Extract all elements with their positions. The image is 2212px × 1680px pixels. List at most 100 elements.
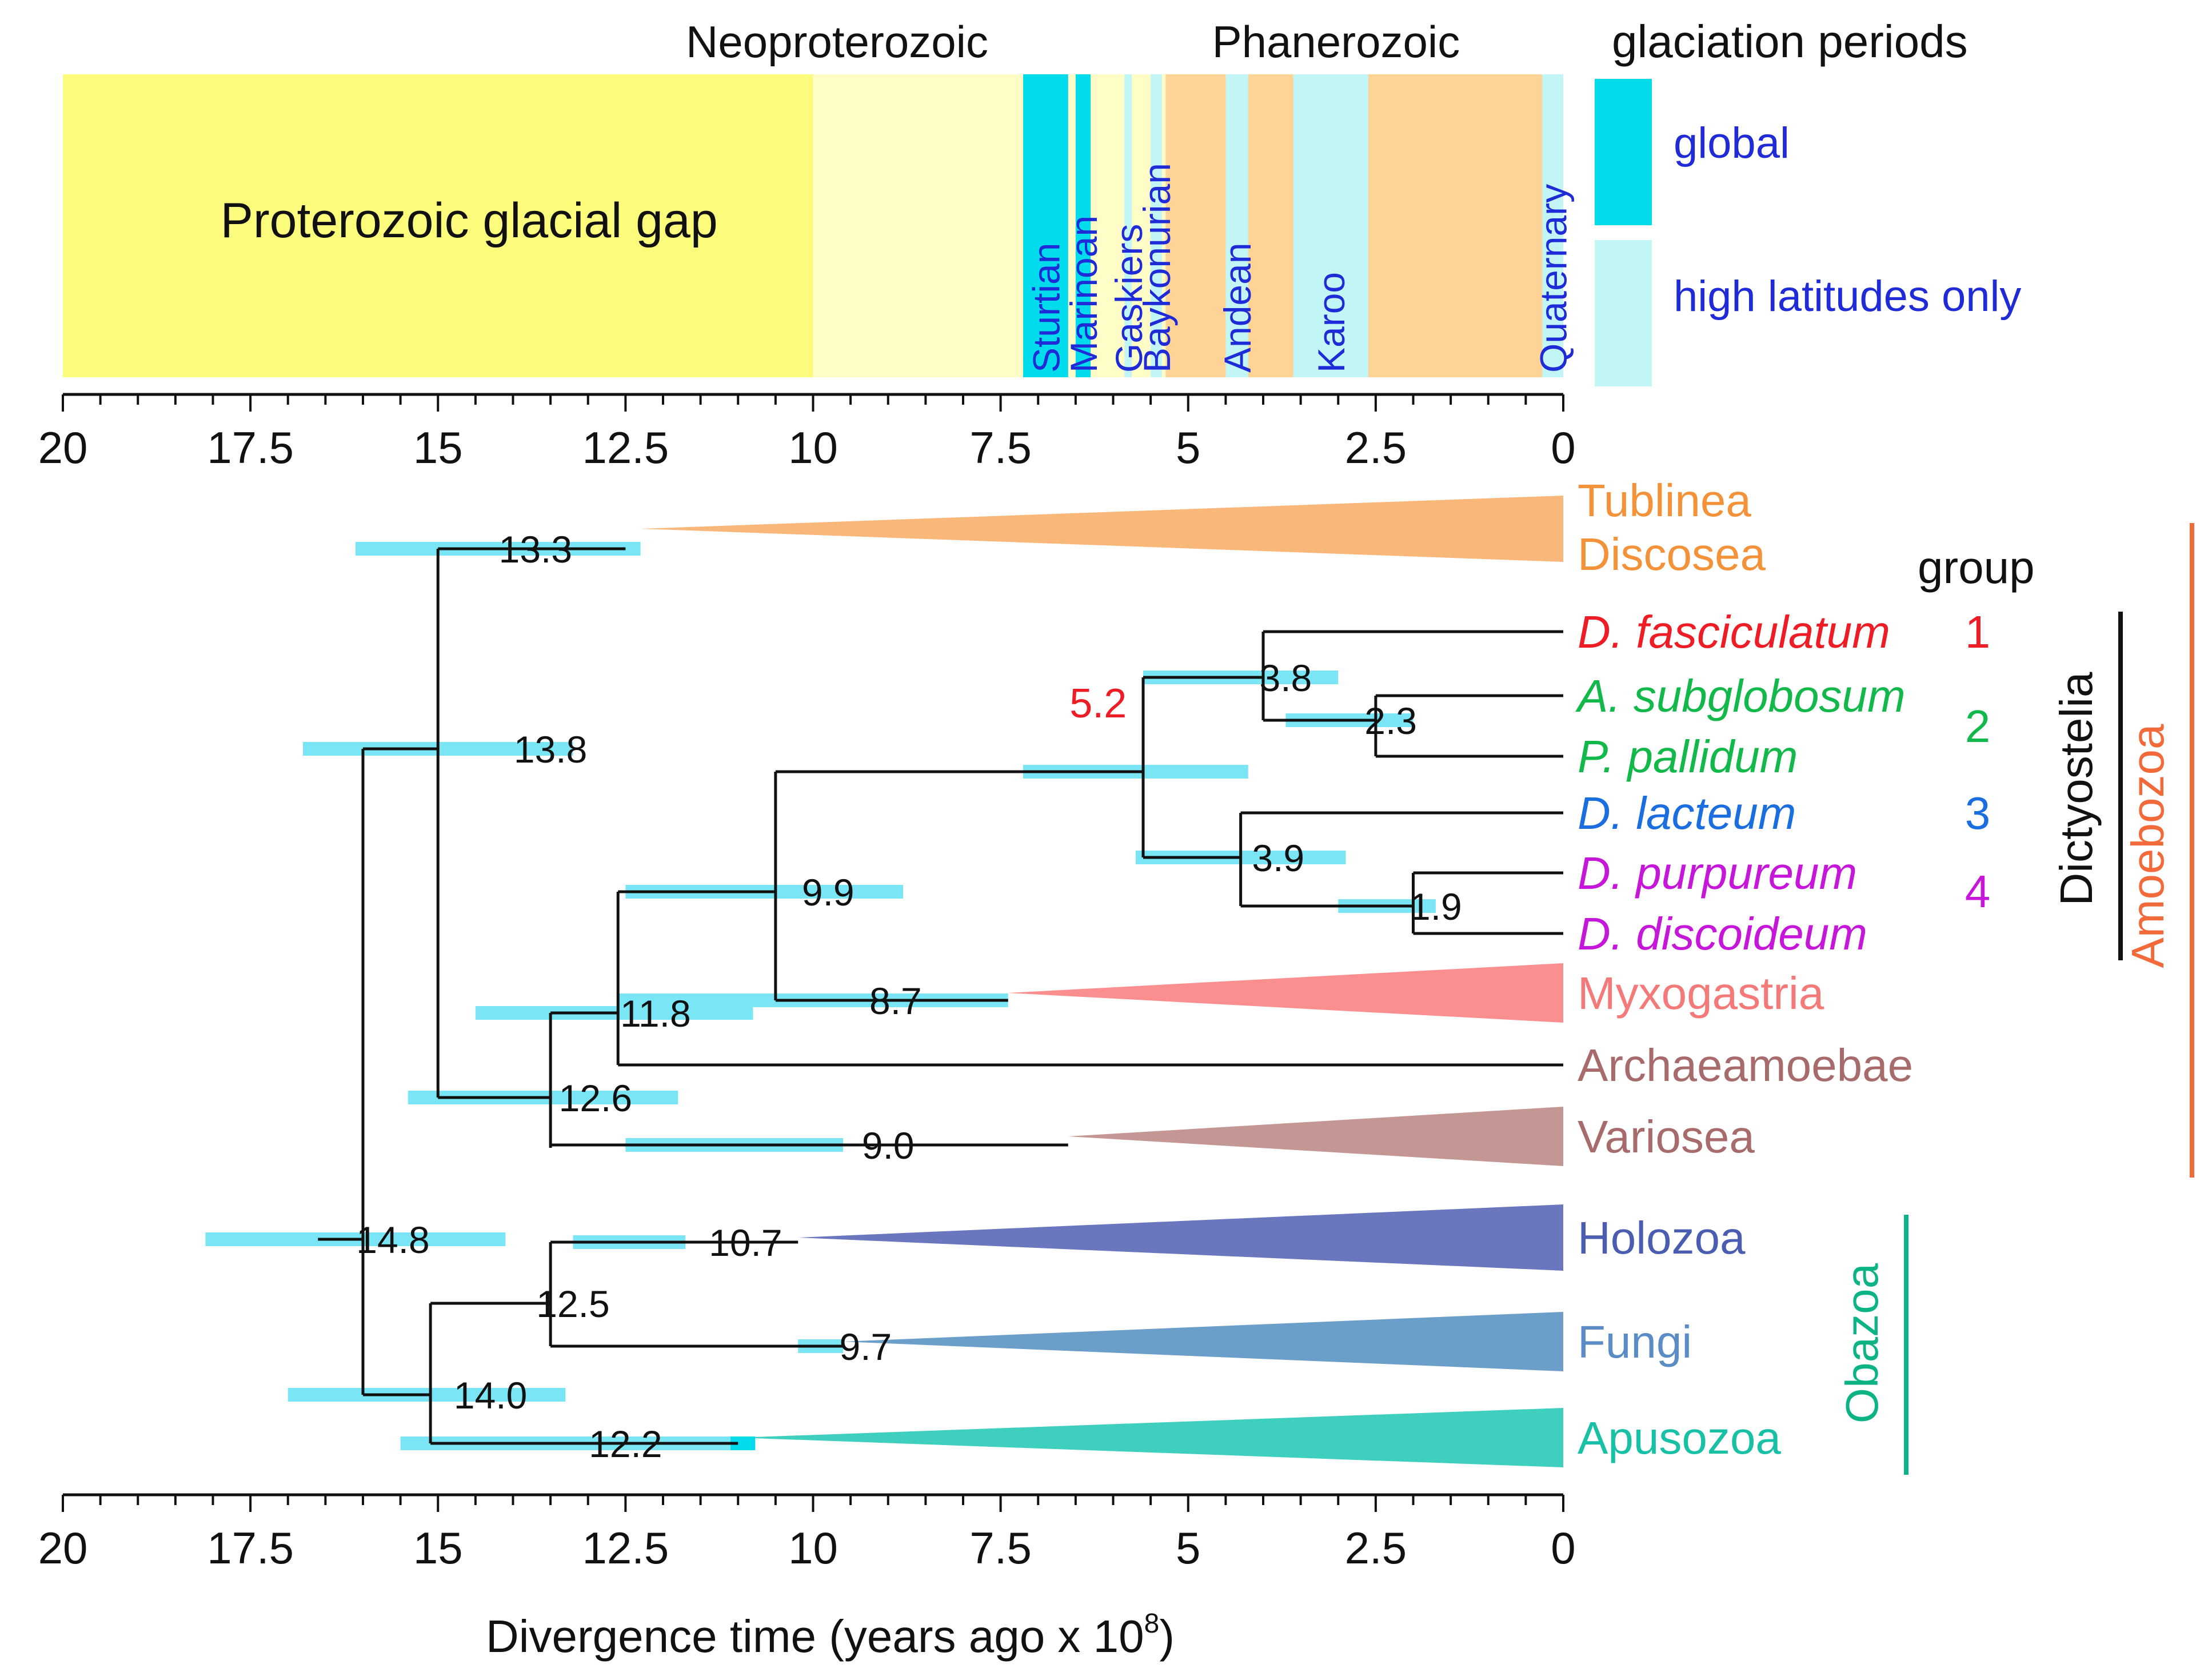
tick-label: 7.5 <box>969 1523 1031 1573</box>
x-axis-label: Divergence time (years ago x 108) <box>486 1609 1175 1662</box>
tree-branches <box>318 547 1563 1445</box>
glaciation-label-karoo: Karoo <box>1310 272 1352 373</box>
tick-label: 17.5 <box>207 1523 294 1573</box>
taxon-label: A. subglobosum <box>1575 671 1906 721</box>
glaciation-bar-baykonurian <box>1151 74 1162 377</box>
taxon-label: D. fasciculatum <box>1578 606 1890 657</box>
taxon-label: D. lacteum <box>1578 788 1796 839</box>
taxon-label: Apusozoa <box>1578 1412 1781 1463</box>
glaciation-bar-karoo <box>1293 74 1368 377</box>
glaciation-bars <box>1023 74 1563 377</box>
tick-label: 10 <box>788 422 838 473</box>
taxon-label: Fungi <box>1578 1316 1692 1367</box>
taxon-label: D. purpureum <box>1578 848 1857 899</box>
node-label-n148: 14.8 <box>356 1219 429 1261</box>
wedge-holozoa <box>798 1204 1563 1271</box>
glaciation-label-gaskiers: Gaskiers <box>1108 224 1150 373</box>
taxon-label: Discosea <box>1578 529 1766 580</box>
node-label-n19: 1.9 <box>1410 885 1462 928</box>
tick-label: 12.5 <box>582 1523 669 1573</box>
node-label-n90: 9.0 <box>862 1124 915 1167</box>
node-label-n126: 12.6 <box>559 1077 632 1119</box>
band-0 <box>63 74 813 377</box>
clade-label-amoebozoa: Amoebozoa <box>2122 724 2173 968</box>
tick-label: 17.5 <box>207 422 294 473</box>
glaciation-bar-quaternary <box>1542 74 1563 377</box>
timeline-axis: 20 17.5 15 12.5 10 7.5 5 2.5 0 <box>38 393 1576 473</box>
node-label-n133: 13.3 <box>499 528 572 570</box>
taxon-label: Variosea <box>1578 1111 1755 1162</box>
node-label-n140: 14.0 <box>454 1374 527 1416</box>
group-number: 3 <box>1965 788 1991 839</box>
glaciation-bar-marinoan <box>1075 74 1091 377</box>
wedge-tublinea-discosea <box>640 496 1563 562</box>
node-label-n99: 9.9 <box>802 871 855 913</box>
legend-title: glaciation periods <box>1612 16 1968 67</box>
node-label-n118: 11.8 <box>620 992 691 1035</box>
tick-label: 2.5 <box>1345 1523 1407 1573</box>
clade-label-dictyostelia: Dictyostelia <box>2051 672 2102 906</box>
glaciation-label-sturtian: Sturtian <box>1025 243 1067 373</box>
node-label-n122: 12.2 <box>589 1423 662 1465</box>
glaciation-bar-sturtian <box>1023 74 1068 377</box>
node-label-n52: 5.2 <box>1069 681 1127 727</box>
legend-label-high: high latitudes only <box>1674 272 2021 321</box>
wedge-myxogastria <box>1008 963 1563 1023</box>
tick-label: 0 <box>1551 1523 1575 1573</box>
tick-label: 15 <box>413 422 463 473</box>
group-number: 1 <box>1965 606 1991 657</box>
wedge-variosea <box>1068 1107 1563 1166</box>
taxon-label: Myxogastria <box>1578 968 1824 1019</box>
node-label-n39: 3.9 <box>1252 837 1304 879</box>
node-age-labels: 13.8 14.8 13.3 12.6 11.8 9.9 8.7 5.2 3.8 2.3 3.9 1.… <box>356 528 1462 1465</box>
group-number: 4 <box>1965 866 1991 917</box>
tick-label: 7.5 <box>969 422 1031 473</box>
tick-label: 20 <box>38 1523 88 1573</box>
glaciation-bar-andean <box>1225 74 1248 377</box>
tree-axis: 20 17.5 15 12.5 10 7.5 5 2.5 0 <box>38 1493 1576 1573</box>
clade-brackets: Dictyostelia Amoebozoa Obazoa <box>1836 523 2194 1475</box>
wedge-apusozoa <box>738 1408 1563 1467</box>
tick-label: 10 <box>788 1523 838 1573</box>
tick-label: 20 <box>38 422 88 473</box>
clade-label-obazoa: Obazoa <box>1836 1263 1887 1423</box>
wedge-fungi <box>843 1312 1563 1371</box>
taxon-label: Archaeamoebae <box>1578 1040 1913 1091</box>
clade-wedges <box>640 496 1563 1467</box>
glaciation-label-baykonurian: Baykonurian <box>1136 163 1178 373</box>
group-number: 2 <box>1965 701 1991 752</box>
legend-swatch-high <box>1595 240 1652 386</box>
glaciation-label-andean: Andean <box>1216 242 1259 373</box>
node-label-n97: 9.7 <box>840 1326 892 1368</box>
tick-label: 12.5 <box>582 422 669 473</box>
node-label-n138: 13.8 <box>514 728 587 771</box>
node-label-n23: 2.3 <box>1364 700 1417 742</box>
tick-label: 15 <box>413 1523 463 1573</box>
taxon-label: D. discoideum <box>1578 908 1867 959</box>
legend: glaciation periods global high latitudes… <box>1595 16 2021 386</box>
tick-label: 2.5 <box>1345 422 1407 473</box>
eon-label-phanerozoic: Phanerozoic <box>1212 17 1460 67</box>
legend-swatch-global <box>1595 79 1652 225</box>
group-numbers: 1 2 3 4 <box>1965 606 1991 917</box>
glaciation-label-quaternary: Quaternary <box>1532 184 1575 373</box>
legend-label-global: global <box>1674 119 1790 167</box>
taxon-label: Tublinea <box>1578 475 1751 526</box>
taxon-label: Holozoa <box>1578 1212 1746 1263</box>
group-header: group <box>1918 542 2035 593</box>
node-label-n38: 3.8 <box>1260 657 1312 699</box>
tick-label: 5 <box>1176 422 1200 473</box>
taxon-label: P. pallidum <box>1578 731 1798 782</box>
glaciation-bar-gaskiers <box>1124 74 1132 377</box>
node-label-n87: 8.7 <box>869 980 922 1022</box>
proterozoic-gap-label: Proterozoic glacial gap <box>221 193 718 248</box>
node-label-n125: 12.5 <box>536 1283 609 1325</box>
tick-label: 0 <box>1551 422 1575 473</box>
glaciation-label-marinoan: Marinoan <box>1063 216 1105 373</box>
eon-label-neoproterozoic: Neoproterozoic <box>686 17 988 67</box>
node-label-n107: 10.7 <box>709 1222 782 1264</box>
band-1 <box>813 74 1166 377</box>
